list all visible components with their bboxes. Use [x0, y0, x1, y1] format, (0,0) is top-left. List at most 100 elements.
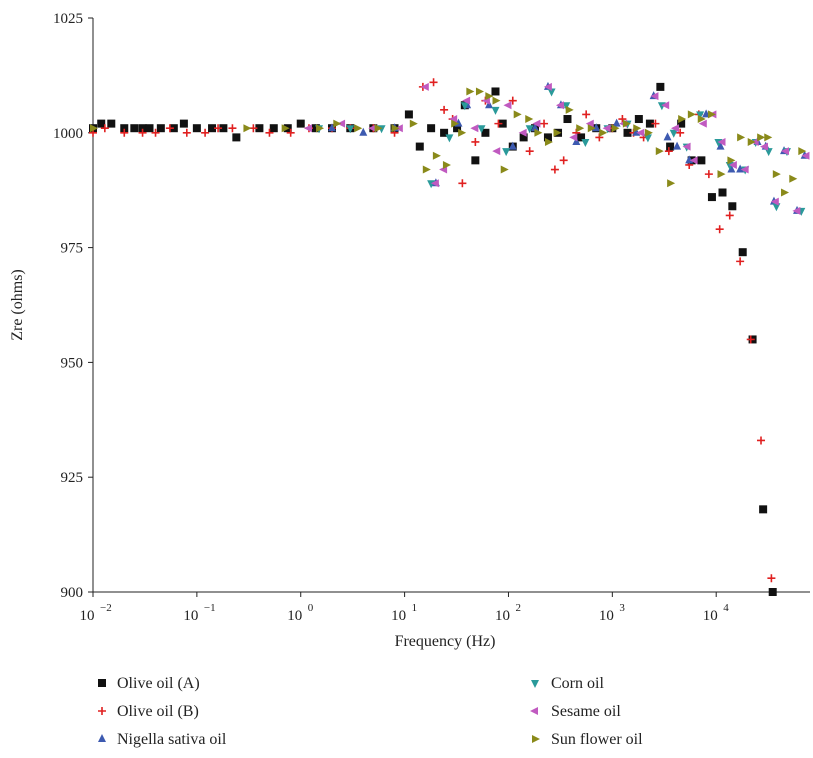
data-point [540, 119, 549, 128]
data-point [296, 119, 305, 128]
data-point [663, 132, 672, 141]
data-point [678, 115, 687, 124]
x-tick-base: 10 [80, 608, 95, 624]
series-olive-oil-a [89, 82, 777, 596]
data-point [243, 124, 252, 133]
y-tick-label: 1025 [53, 11, 83, 27]
data-point [281, 124, 290, 133]
data-point [587, 124, 596, 133]
data-point [475, 87, 484, 96]
legend-marker [532, 735, 540, 743]
data-point [182, 128, 191, 137]
data-point [460, 102, 469, 111]
data-point [232, 133, 241, 142]
data-point [801, 151, 810, 160]
data-point [138, 128, 147, 137]
data-point [430, 179, 439, 188]
data-point [120, 124, 129, 133]
data-point [704, 170, 713, 179]
data-point [409, 119, 418, 128]
data-point [458, 179, 467, 188]
data-point [485, 100, 494, 109]
legend-label: Olive oil (A) [117, 675, 200, 692]
data-point [156, 124, 165, 133]
data-point [550, 165, 559, 174]
data-point [532, 119, 541, 128]
data-point [767, 574, 776, 583]
x-tick-exponent: −2 [100, 602, 112, 614]
data-point [508, 141, 517, 150]
data-point [670, 124, 679, 133]
data-point [494, 119, 503, 128]
data-point [770, 197, 779, 206]
y-tick-label: 950 [61, 355, 84, 371]
data-point [466, 87, 475, 96]
data-point [664, 147, 673, 156]
data-point [471, 156, 480, 165]
x-tick-label: 10 −2 [80, 602, 112, 624]
data-point [534, 128, 543, 137]
data-point [427, 124, 436, 133]
legend-marker [98, 679, 106, 687]
data-point [645, 119, 654, 128]
data-point [201, 128, 210, 137]
data-point [265, 128, 274, 137]
data-point [286, 128, 295, 137]
x-tick-base: 10 [287, 608, 302, 624]
data-point [757, 436, 766, 445]
data-point [623, 128, 632, 137]
legend-label: Olive oil (B) [117, 703, 199, 720]
y-tick-label: 900 [61, 585, 84, 601]
data-point [477, 125, 486, 134]
x-tick-label: 10 −1 [183, 602, 215, 624]
data-point [513, 110, 522, 119]
x-tick-exponent: 3 [619, 602, 625, 614]
data-point [269, 124, 278, 133]
data-point [581, 138, 590, 147]
x-tick-base: 10 [703, 608, 718, 624]
data-point [120, 128, 129, 137]
data-point [208, 124, 217, 133]
data-points [89, 78, 810, 596]
series-sesame-oil [303, 82, 810, 215]
data-point [673, 141, 682, 150]
data-point [255, 124, 264, 133]
data-point [634, 115, 643, 124]
data-point [311, 124, 320, 133]
data-point [789, 174, 798, 183]
data-point [736, 164, 745, 173]
data-point [707, 110, 716, 119]
data-point [492, 147, 501, 156]
data-point [525, 147, 534, 156]
data-point [519, 133, 528, 142]
data-point [543, 82, 552, 91]
data-point [420, 82, 429, 91]
x-tick-label: 10 4 [703, 602, 730, 624]
data-point [685, 155, 694, 164]
data-point [192, 124, 201, 133]
data-point [768, 588, 777, 596]
axes [88, 17, 810, 597]
data-point [602, 124, 611, 133]
legend-item-sun-flower-oil: Sun flower oil [532, 731, 643, 748]
data-point [491, 106, 500, 115]
data-point [716, 141, 725, 150]
data-point [697, 115, 706, 124]
data-point [555, 101, 564, 110]
data-point [772, 170, 781, 179]
data-point [508, 96, 517, 105]
data-point [374, 124, 383, 133]
data-point [151, 128, 160, 137]
tick-labels: 900 925 950 975 1000 1025 10 −2 10 −1 10 0 10 1 10 2 10 3… [53, 11, 729, 624]
data-point [764, 148, 773, 157]
data-point [471, 137, 480, 146]
data-point [498, 119, 507, 128]
data-point [214, 124, 223, 133]
y-tick-label: 925 [61, 470, 84, 486]
data-point [650, 92, 659, 101]
data-point [346, 125, 355, 134]
y-tick-label: 975 [61, 241, 84, 257]
data-point [585, 119, 594, 128]
x-tick-exponent: 4 [723, 602, 729, 614]
data-point [682, 142, 691, 151]
